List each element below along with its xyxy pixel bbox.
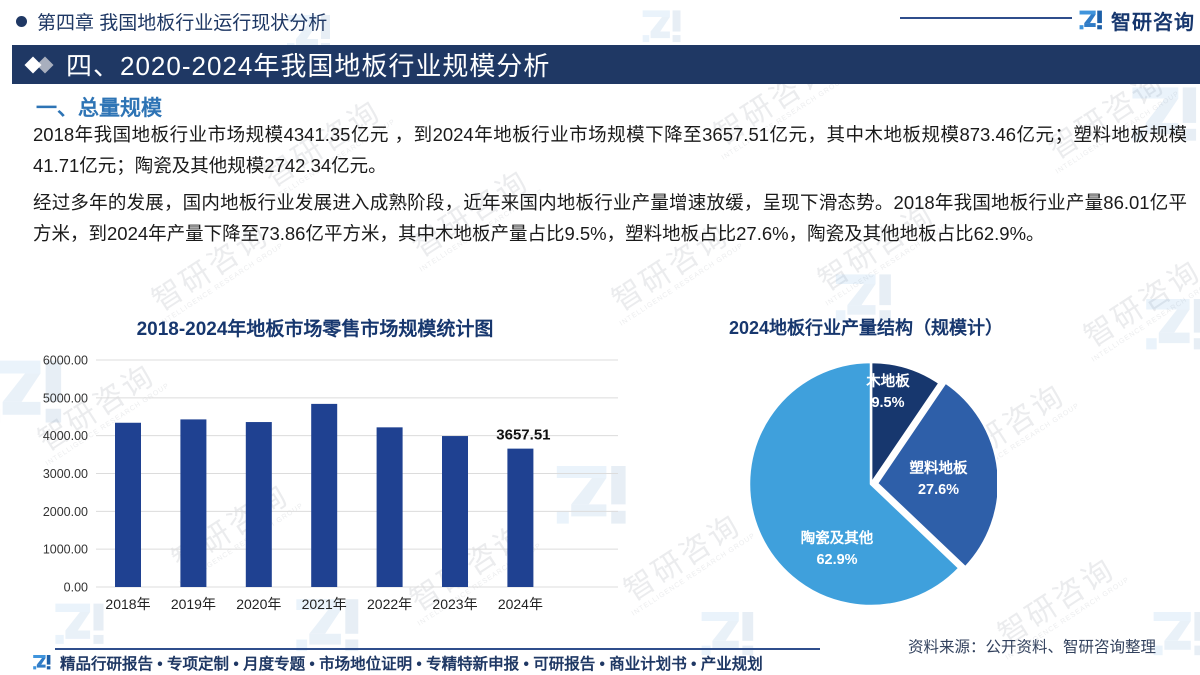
svg-text:4000.00: 4000.00 — [43, 429, 88, 443]
pie-label-wood: 木地板 9.5% — [843, 372, 933, 414]
svg-text:2019年: 2019年 — [171, 596, 216, 612]
svg-text:5000.00: 5000.00 — [43, 391, 88, 405]
section-heading: 一、总量规模 — [36, 97, 162, 120]
svg-text:2018年: 2018年 — [105, 596, 150, 612]
pie-chart: 2024地板行业产量结构（规模计） 木地板 9.5% 塑料地板 27.6% 陶瓷… — [640, 308, 1200, 638]
banner-diamond-icon — [24, 56, 60, 74]
banner-title: 四、2020-2024年我国地板行业规模分析 — [66, 51, 551, 81]
pie-label-wood-pct: 9.5% — [871, 395, 905, 411]
company-logo-text: 智研咨询 — [1111, 12, 1195, 34]
paragraph-market-size: 2018年我国地板行业市场规模4341.35亿元 ，到2024年地板行业市场规模… — [33, 124, 1187, 176]
svg-text:2021年: 2021年 — [302, 596, 347, 612]
paragraph-output: 经过多年的发展，国内地板行业发展进入成熟阶段，近年来国内地板行业产量增速放缓，呈… — [33, 192, 1187, 244]
svg-text:6000.00: 6000.00 — [43, 354, 88, 368]
svg-text:2022年: 2022年 — [367, 596, 412, 612]
bar-chart: 2018-2024年地板市场零售市场规模统计图 0.00 1000.00 2000.… — [30, 308, 630, 628]
bar-chart-title: 2018-2024年地板市场零售市场规模统计图 — [136, 319, 494, 340]
svg-text:3657.51: 3657.51 — [496, 427, 550, 444]
company-logo: 智研咨询 — [1078, 6, 1195, 35]
pie-label-plastic-pct: 27.6% — [917, 482, 960, 498]
svg-text:2020年: 2020年 — [236, 596, 281, 612]
header-divider-line — [900, 17, 1072, 19]
pie-label-plastic: 塑料地板 27.6% — [891, 459, 986, 501]
company-logo-icon — [1078, 8, 1104, 34]
svg-text:2024年: 2024年 — [498, 596, 543, 612]
svg-text:2000.00: 2000.00 — [43, 505, 88, 519]
footer-services: 精品行研报告 • 专项定制 • 月度专题 • 市场地位证明 • 专精特新申报 •… — [32, 652, 763, 674]
pie-label-ceramic-pct: 62.9% — [816, 552, 858, 568]
pie-chart-plot — [747, 360, 997, 608]
svg-text:2023年: 2023年 — [432, 596, 477, 612]
pie-chart-title: 2024地板行业产量结构（规模计） — [728, 318, 1004, 338]
svg-text:1000.00: 1000.00 — [43, 543, 88, 557]
svg-text:0.00: 0.00 — [64, 581, 88, 595]
footer-services-text: 精品行研报告 • 专项定制 • 月度专题 • 市场地位证明 • 专精特新申报 •… — [60, 656, 763, 673]
svg-text:3000.00: 3000.00 — [43, 467, 88, 481]
footer-logo-icon — [32, 653, 52, 673]
chapter-header: 第四章 我国地板行业运行现状分析 — [16, 8, 327, 35]
pie-label-ceramic: 陶瓷及其他 62.9% — [784, 529, 890, 571]
data-source-note: 资料来源：公开资料、智研咨询整理 — [907, 639, 1156, 656]
bar-chart-plot: 0.00 1000.00 2000.00 3000.00 4000.00 5000.00 6… — [43, 354, 618, 612]
pie-label-ceramic-name: 陶瓷及其他 — [800, 531, 874, 547]
footer-divider-line — [55, 648, 820, 650]
pie-label-wood-name: 木地板 — [866, 374, 910, 390]
section-banner: 四、2020-2024年我国地板行业规模分析 — [12, 45, 1200, 84]
chapter-bullet-icon — [16, 16, 27, 27]
chapter-title: 第四章 我国地板行业运行现状分析 — [37, 13, 328, 34]
pie-label-plastic-name: 塑料地板 — [909, 461, 968, 477]
